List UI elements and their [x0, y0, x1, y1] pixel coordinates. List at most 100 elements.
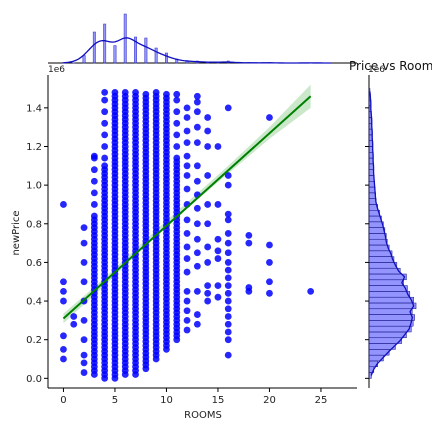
scatter-point [90, 189, 98, 197]
right-histogram-bar [368, 267, 401, 275]
y-tick-label: 0.2 [26, 335, 42, 346]
scatter-point [183, 326, 191, 334]
right-histogram-bar [368, 262, 398, 269]
scatter-point [173, 90, 181, 98]
top-histogram-bar [165, 52, 168, 64]
right-marginal-histogram [368, 75, 417, 388]
scatter-point [224, 305, 232, 313]
scatter-point [183, 172, 191, 179]
right-histogram-bar [368, 325, 412, 333]
scatter-point [224, 274, 232, 282]
right-histogram-bar [368, 244, 390, 252]
top-histogram-bar [103, 23, 107, 64]
scatter-point [204, 243, 212, 251]
right-histogram-bar [368, 233, 387, 240]
scatter-point [224, 328, 232, 336]
scatter-point [90, 177, 98, 185]
y-tick-label: 1.4 [26, 103, 42, 114]
scatter-point [224, 230, 232, 237]
main-axes [47, 75, 357, 389]
scatter-point [224, 313, 232, 320]
scatter-point [80, 359, 88, 367]
scatter-point [60, 287, 67, 295]
scatter-point [163, 90, 170, 98]
scatter-point [183, 287, 191, 295]
scatter-point [80, 278, 88, 286]
x-tick-label: 15 [212, 395, 225, 406]
scatter-point [70, 320, 78, 328]
right-histogram-bar [368, 296, 414, 304]
right-histogram-bar [368, 256, 395, 263]
scatter-point [173, 131, 181, 139]
scatter-point [204, 259, 212, 266]
scatter-point [245, 231, 253, 239]
scatter-point [101, 143, 109, 150]
scatter-point [60, 201, 67, 208]
scatter-point [193, 139, 201, 147]
scatter-point [101, 108, 109, 116]
scatter-point [307, 287, 315, 295]
scatter-point [101, 162, 109, 170]
scatter-point [214, 293, 222, 301]
scatter-point [60, 297, 67, 305]
scatter-point [224, 216, 232, 224]
right-histogram-bar [368, 308, 413, 315]
scatter-point [142, 90, 150, 98]
scatter-point [224, 181, 232, 189]
top-histogram-bar [144, 37, 148, 64]
scatter-point [204, 114, 212, 121]
scatter-point [90, 166, 98, 174]
scatter-point [204, 282, 212, 289]
scatter-point [266, 278, 273, 286]
scatter-point [183, 216, 191, 224]
scatter-point [183, 127, 191, 135]
scatter-point [193, 98, 201, 106]
right-histogram-bar [368, 337, 402, 344]
scatter-point [80, 259, 88, 266]
right-histogram-bar [368, 302, 417, 310]
scatter-point [224, 249, 232, 257]
scatter-point [224, 259, 232, 266]
scatter-point [193, 262, 201, 270]
scatter-point [183, 230, 191, 237]
scatter-point [80, 316, 88, 324]
scatter-point [224, 104, 232, 112]
scatter-point [101, 131, 109, 139]
scatter-point [193, 92, 201, 100]
right-histogram-bar [368, 238, 388, 246]
scatter-point [224, 289, 232, 297]
scatter-point [183, 104, 191, 112]
scatter-point [224, 320, 232, 328]
right-histogram-bar [368, 285, 408, 292]
scatter-point [224, 266, 232, 274]
scatter-point [266, 289, 273, 297]
scatter-point [183, 139, 191, 147]
regression-line [62, 95, 312, 320]
top-histogram-bar [92, 31, 96, 64]
scatter-point [80, 224, 88, 232]
scatter-point [224, 351, 232, 359]
scatter-point [193, 108, 201, 116]
right-histogram-bar [368, 221, 384, 228]
scatter-points [60, 88, 315, 382]
scatter-point [173, 119, 181, 127]
scatter-point [152, 88, 160, 96]
scatter-point [193, 177, 201, 185]
y-tick-label: 0.6 [26, 258, 42, 269]
right-histogram-bar [368, 227, 386, 234]
top-marginal-histogram [48, 13, 357, 64]
y-tick-label: 0.4 [26, 297, 42, 308]
scatter-point [245, 284, 253, 291]
right-histogram-bar [368, 250, 393, 257]
right-histogram-bar [368, 279, 404, 286]
scatter-point [224, 336, 232, 344]
scatter-point [173, 108, 181, 116]
y-offset-label: 1e6 [48, 65, 65, 75]
top-histogram-bar [82, 55, 86, 64]
scatter-point [101, 154, 109, 162]
scatter-point [60, 355, 67, 363]
scatter-point [193, 162, 201, 170]
scatter-point [266, 241, 273, 249]
scatter-point [214, 282, 222, 289]
